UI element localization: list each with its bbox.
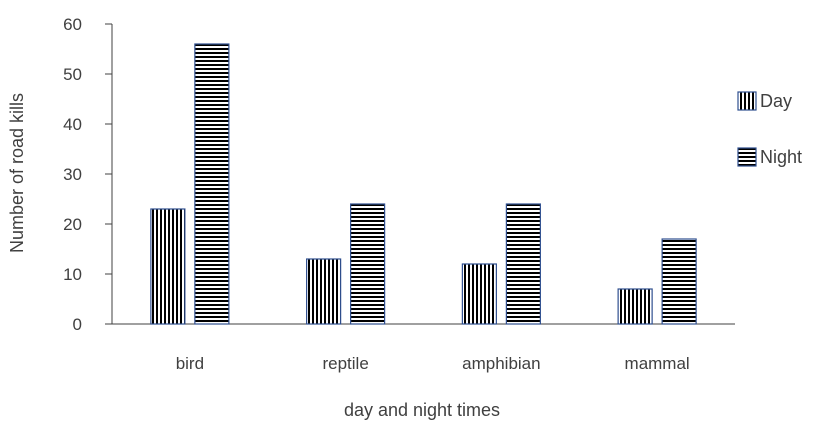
bar-night-mammal xyxy=(661,238,697,325)
y-tick-label: 50 xyxy=(63,65,82,84)
bar-night-reptile xyxy=(350,203,386,325)
bar-night-amphibian xyxy=(505,203,541,325)
y-axis-title: Number of road kills xyxy=(7,93,27,253)
legend-label-night: Night xyxy=(760,147,802,167)
y-axis: 0 10 20 30 40 50 60 xyxy=(63,15,113,334)
legend-swatch-day xyxy=(737,91,757,111)
y-tick-label: 0 xyxy=(73,315,82,334)
y-tick-label: 30 xyxy=(63,165,82,184)
x-axis: bird reptile amphibian mammal xyxy=(112,323,735,373)
legend-label-day: Day xyxy=(760,91,792,111)
x-tick-label-reptile: reptile xyxy=(322,354,368,373)
x-tick-label-mammal: mammal xyxy=(625,354,690,373)
bar-night-bird xyxy=(194,43,230,325)
y-tick-label: 40 xyxy=(63,115,82,134)
y-tick-label: 20 xyxy=(63,215,82,234)
x-tick-label-bird: bird xyxy=(176,354,204,373)
legend: Day Night xyxy=(737,91,802,167)
y-tick-label: 10 xyxy=(63,265,82,284)
bar-day-amphibian xyxy=(461,263,497,325)
bars xyxy=(150,43,697,325)
bar-day-mammal xyxy=(617,288,653,325)
bar-day-bird xyxy=(150,208,186,325)
legend-swatch-night xyxy=(737,147,757,167)
bar-day-reptile xyxy=(306,258,342,325)
x-axis-title: day and night times xyxy=(344,400,500,420)
x-tick-label-amphibian: amphibian xyxy=(462,354,540,373)
y-tick-label: 60 xyxy=(63,15,82,34)
